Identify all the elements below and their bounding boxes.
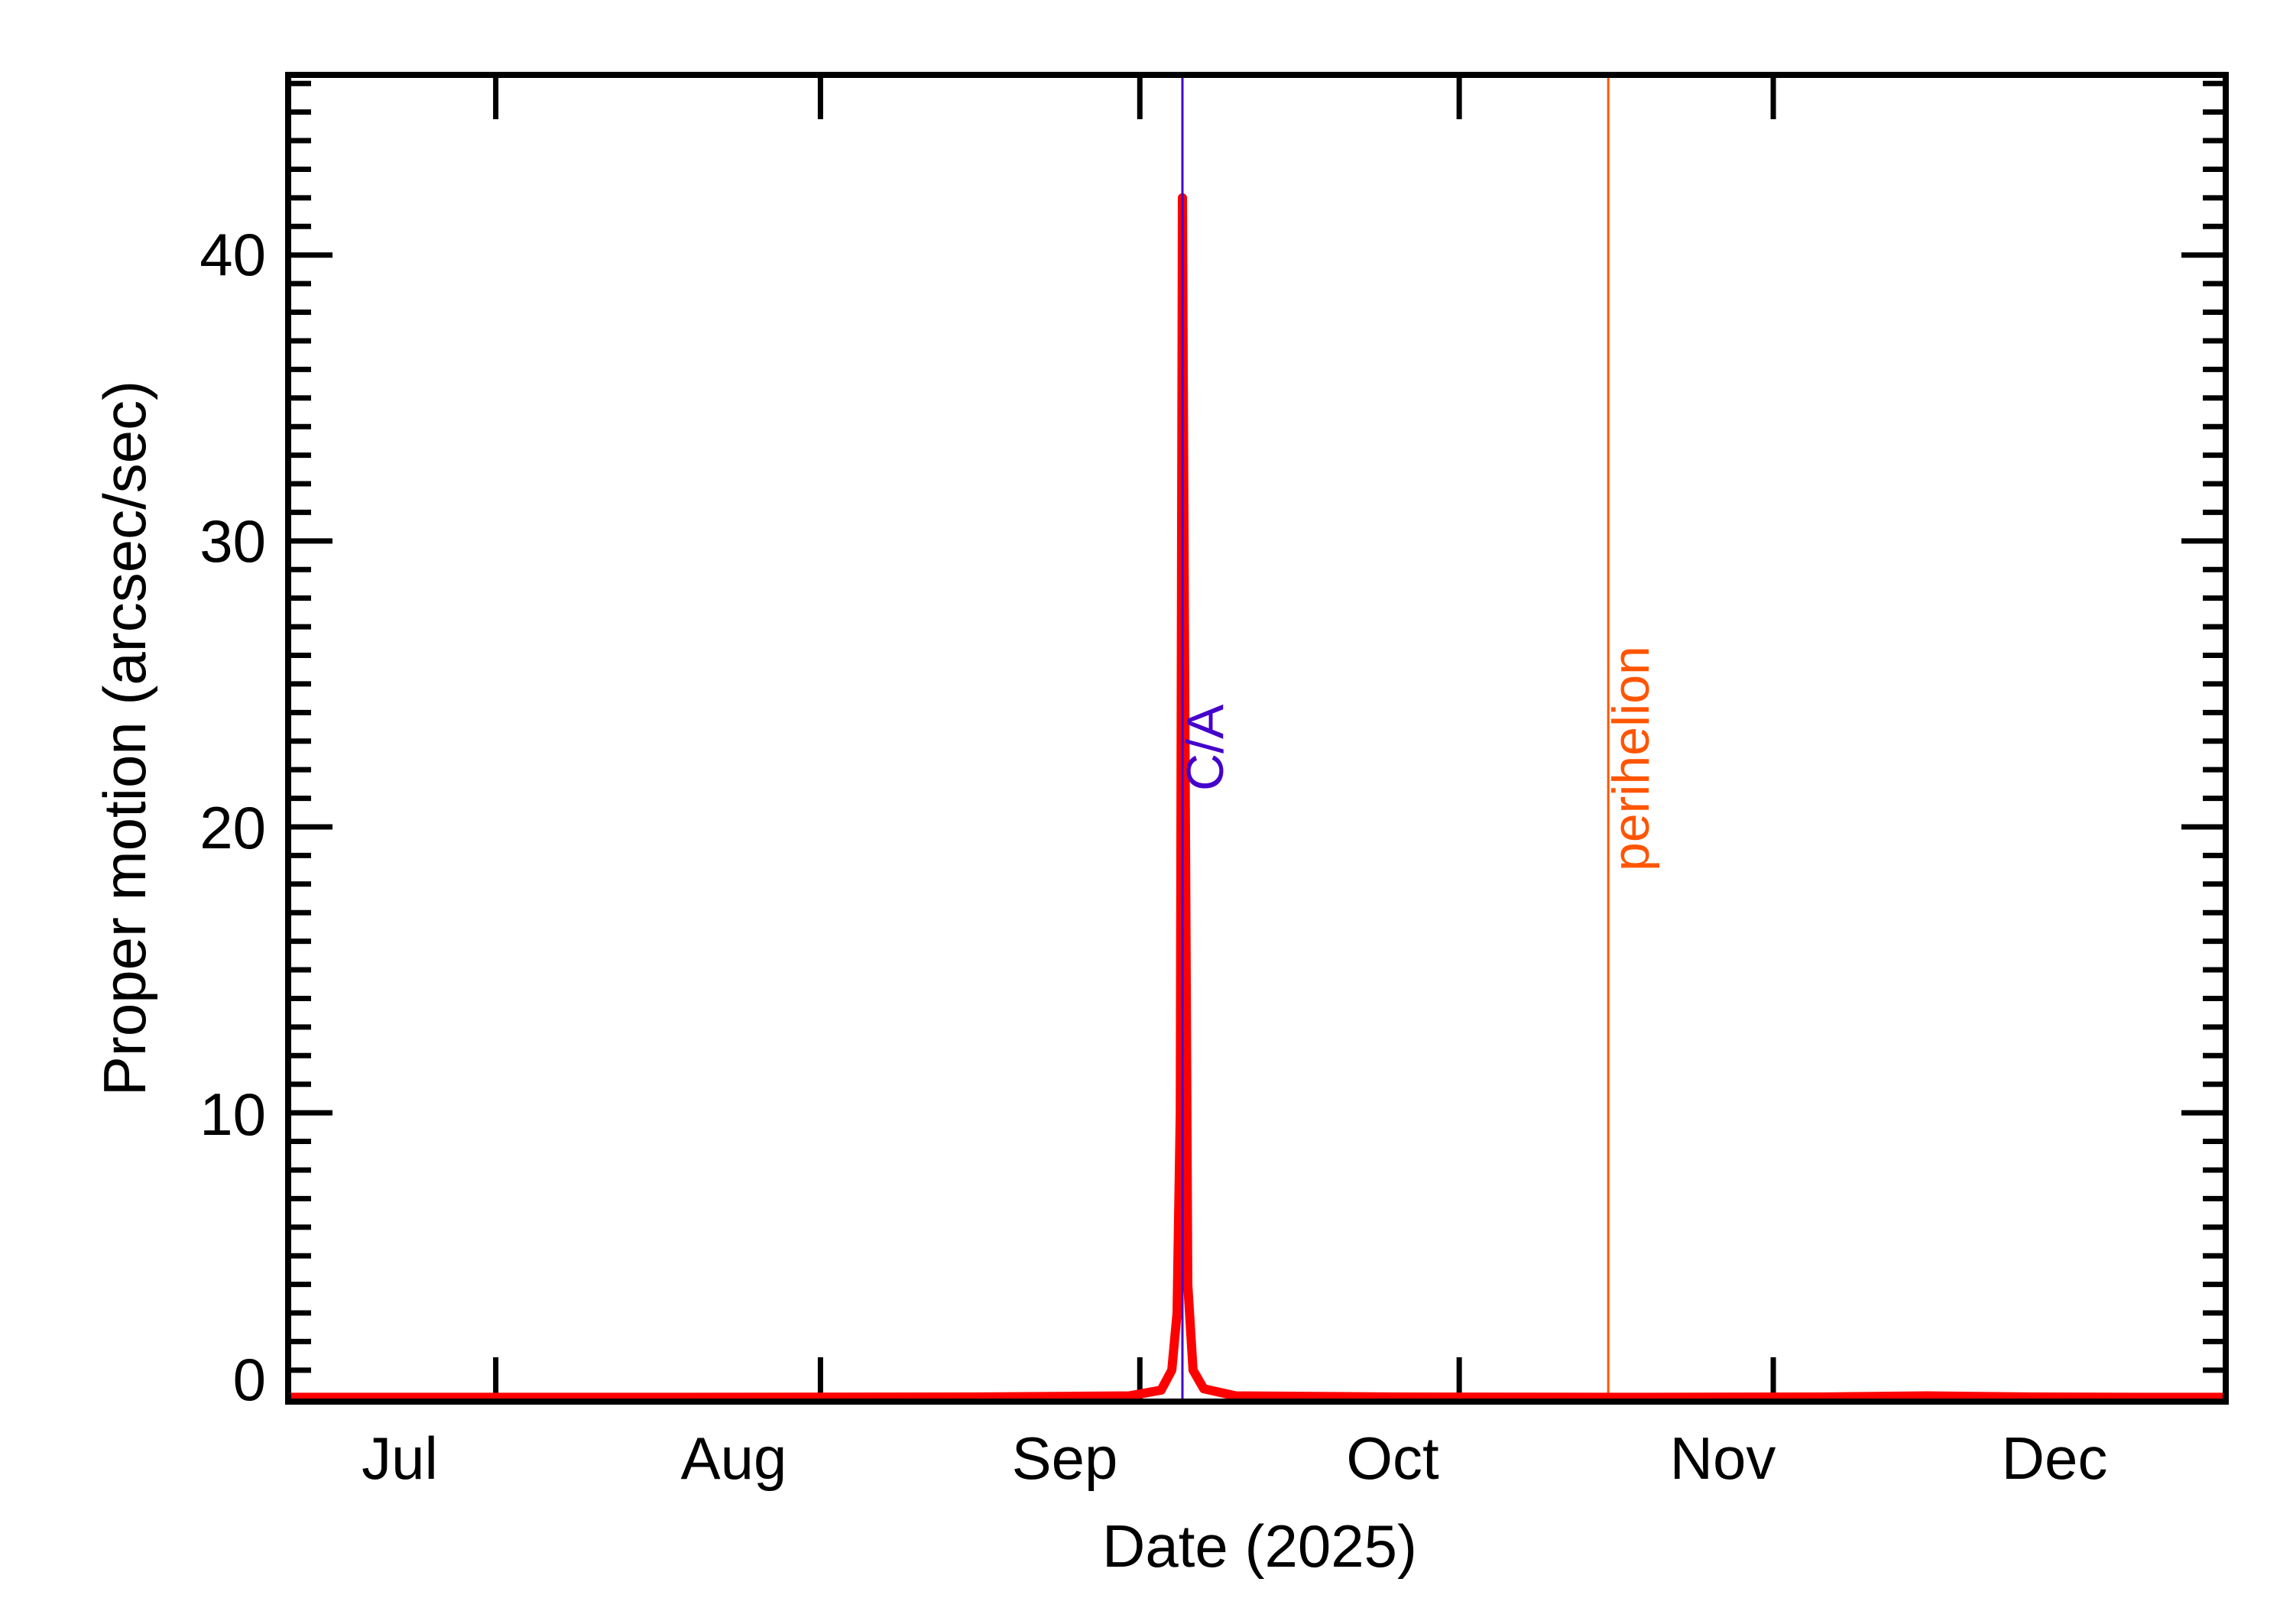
y-tick-label-20: 20: [199, 794, 266, 861]
x-tick-label-sep: Sep: [1012, 1425, 1118, 1492]
x-axis-title: Date (2025): [1102, 1512, 1417, 1580]
y-tick-label-10: 10: [199, 1081, 266, 1148]
y-tick-label-40: 40: [199, 221, 266, 288]
y-tick-label-30: 30: [199, 507, 266, 575]
x-tick-label-nov: Nov: [1670, 1425, 1776, 1492]
x-tick-label-dec: Dec: [2002, 1425, 2108, 1492]
ca-label: C/A: [1176, 704, 1234, 791]
plot-frame: [285, 72, 2229, 1405]
perihelion-label: perihelion: [1602, 646, 1660, 871]
y-axis-title: Proper motion (arcsec/sec): [91, 381, 158, 1096]
x-tick-label-aug: Aug: [681, 1425, 787, 1492]
proper-motion-curve: [288, 193, 2226, 1402]
axis-ticks: [288, 75, 2226, 1402]
x-tick-label-oct: Oct: [1346, 1425, 1439, 1492]
x-tick-label-jul: Jul: [362, 1425, 438, 1492]
y-tick-label-0: 0: [233, 1346, 266, 1413]
